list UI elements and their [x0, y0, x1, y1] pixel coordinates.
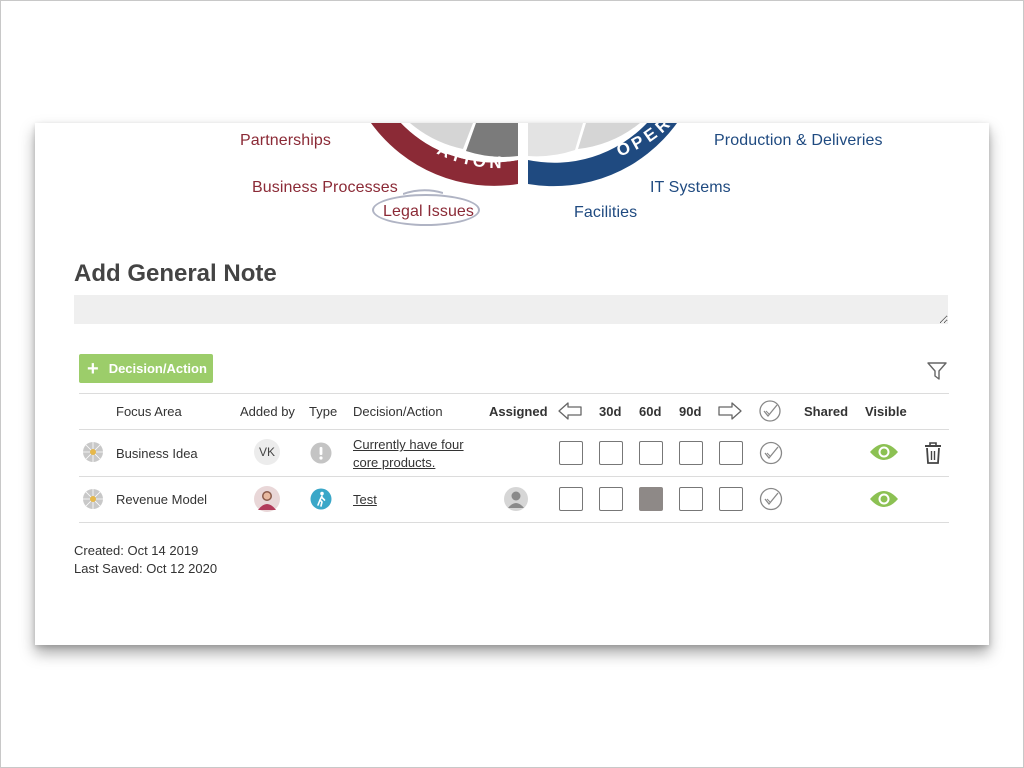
- timeline-box-after[interactable]: [719, 441, 743, 465]
- timeline-box-60d[interactable]: [639, 441, 663, 465]
- table-bottom-divider: [79, 522, 949, 523]
- complete-check-icon[interactable]: [759, 487, 783, 511]
- avatar: VK: [254, 439, 280, 465]
- eye-icon[interactable]: [869, 489, 899, 509]
- wheel-label-legal-issues[interactable]: Legal Issues: [383, 203, 475, 220]
- main-panel: ATION OPER Partnerships Business Process…: [35, 123, 989, 645]
- wheel-right-segment-light[interactable]: [528, 123, 583, 157]
- arrow-left-icon[interactable]: [558, 401, 582, 421]
- header-decision-action[interactable]: Decision/Action: [353, 404, 443, 419]
- decision-link[interactable]: Test: [353, 492, 377, 507]
- table-header-divider: [79, 429, 949, 430]
- timeline-box-90d[interactable]: [679, 441, 703, 465]
- eye-icon[interactable]: [869, 442, 899, 462]
- legal-issues-highlight: [372, 194, 480, 226]
- wheel-label-partnerships[interactable]: Partnerships: [240, 132, 332, 149]
- wheel-label-production-deliveries[interactable]: Production & Deliveries: [714, 132, 883, 149]
- check-circle-icon[interactable]: [758, 399, 782, 423]
- add-decision-action-button[interactable]: + Decision/Action: [79, 354, 213, 383]
- wheel-left-ring[interactable]: [371, 123, 518, 186]
- row-focus-area: Revenue Model: [116, 492, 208, 507]
- arrow-right-icon[interactable]: [718, 401, 742, 421]
- header-type[interactable]: Type: [309, 404, 338, 419]
- user-placeholder-icon[interactable]: [504, 487, 528, 511]
- header-shared[interactable]: Shared: [804, 404, 849, 419]
- complete-check-icon[interactable]: [759, 441, 783, 465]
- last-saved-date: Last Saved: Oct 12 2020: [74, 561, 218, 576]
- user-photo-avatar-icon: [254, 486, 280, 512]
- created-date: Created: Oct 14 2019: [74, 543, 199, 558]
- walking-person-icon: [310, 488, 332, 510]
- avatar-initials: VK: [258, 445, 275, 459]
- timeline-box-60d[interactable]: [639, 487, 663, 511]
- row-focus-area: Business Idea: [116, 446, 198, 461]
- timeline-box-30d[interactable]: [599, 487, 623, 511]
- header-focus-area[interactable]: Focus Area: [116, 404, 182, 419]
- wheel-label-business-processes[interactable]: Business Processes: [252, 179, 398, 196]
- add-decision-action-label: Decision/Action: [108, 361, 207, 376]
- page-title: Add General Note: [74, 260, 277, 287]
- exclamation-icon: [310, 442, 332, 464]
- wheel-left-segment-dark[interactable]: [466, 123, 518, 157]
- timeline-box-before[interactable]: [559, 487, 583, 511]
- wheel-right-ring[interactable]: [528, 123, 677, 187]
- decision-link[interactable]: Currently have four: [353, 437, 464, 452]
- focus-area-sunburst-icon: [83, 489, 103, 509]
- decision-link-line2[interactable]: core products.: [353, 455, 436, 470]
- header-60d[interactable]: 60d: [639, 404, 662, 419]
- timeline-box-90d[interactable]: [679, 487, 703, 511]
- wheel-label-it-systems[interactable]: IT Systems: [650, 179, 731, 196]
- general-note-input[interactable]: [74, 295, 948, 324]
- wheel-right-segment[interactable]: [578, 123, 640, 149]
- timeline-box-30d[interactable]: [599, 441, 623, 465]
- header-assigned[interactable]: Assigned: [489, 404, 548, 419]
- focus-area-sunburst-icon: [83, 442, 103, 462]
- header-visible[interactable]: Visible: [865, 404, 907, 419]
- wheel-label-facilities[interactable]: Facilities: [574, 204, 638, 221]
- row-divider: [79, 476, 949, 477]
- plus-icon: +: [87, 357, 99, 380]
- timeline-box-before[interactable]: [559, 441, 583, 465]
- wheel-left-segment-light[interactable]: [410, 123, 473, 149]
- legal-connector-line: [403, 189, 443, 195]
- table-top-divider: [79, 393, 949, 394]
- timeline-box-after[interactable]: [719, 487, 743, 511]
- header-30d[interactable]: 30d: [599, 404, 622, 419]
- header-added-by[interactable]: Added by: [240, 404, 295, 419]
- filter-icon[interactable]: [927, 361, 947, 381]
- trash-icon[interactable]: [923, 441, 943, 465]
- focus-wheel: ATION OPER: [371, 123, 677, 187]
- header-90d[interactable]: 90d: [679, 404, 702, 419]
